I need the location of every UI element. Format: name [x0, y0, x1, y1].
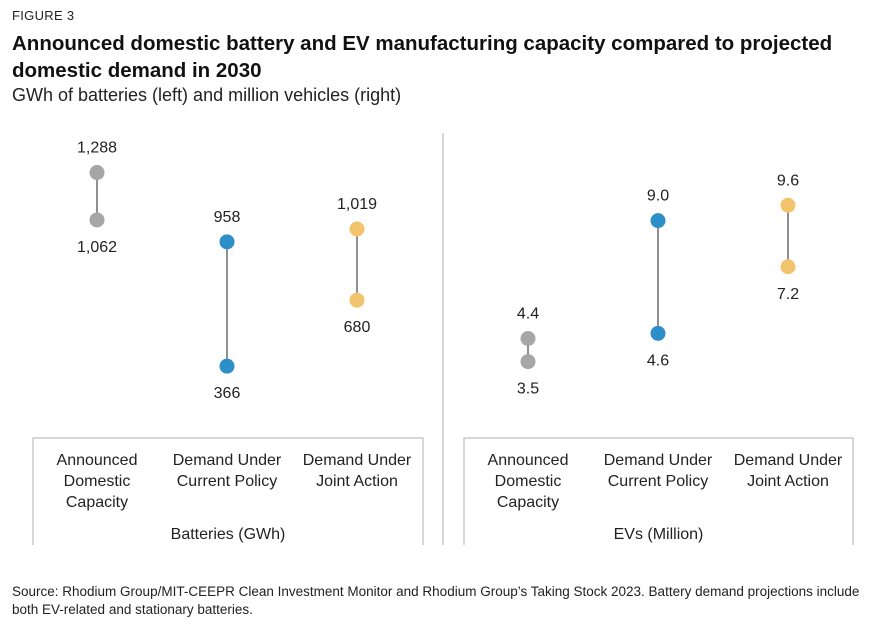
low-point [89, 212, 105, 228]
category-label: Announced [57, 452, 138, 469]
high-value-label: 9.6 [777, 172, 799, 189]
low-value-label: 1,062 [77, 239, 117, 256]
category-label: Joint Action [316, 473, 398, 490]
figure-label: FIGURE 3 [12, 8, 75, 23]
low-value-label: 7.2 [777, 286, 799, 303]
high-point [349, 221, 365, 237]
category-label: Demand Under [604, 452, 713, 469]
high-point [780, 197, 796, 213]
group-label: Batteries (GWh) [171, 526, 286, 543]
low-point [349, 292, 365, 308]
category-label: Demand Under [173, 452, 282, 469]
category-label: Capacity [497, 494, 559, 511]
source-note: Source: Rhodium Group/MIT-CEEPR Clean In… [12, 584, 860, 617]
low-value-label: 4.6 [647, 352, 669, 369]
category-label: Current Policy [608, 473, 708, 490]
category-label: Capacity [66, 494, 128, 511]
low-value-label: 366 [214, 385, 241, 402]
category-label: Domestic [495, 473, 562, 490]
category-label: Demand Under [734, 452, 843, 469]
low-point [219, 358, 235, 374]
high-value-label: 4.4 [517, 306, 539, 323]
category-label: Current Policy [177, 473, 277, 490]
dumbbell-chart: 1,288 1,062 Announced Domestic Capacity 958 36… [32, 133, 854, 545]
low-point [650, 325, 666, 341]
category-label: Demand Under [303, 452, 412, 469]
category-frame [463, 437, 854, 545]
category-label: Domestic [64, 473, 131, 490]
group-label: EVs (Million) [614, 526, 704, 543]
low-point [780, 259, 796, 275]
category-label: Announced [488, 452, 569, 469]
category-frame [32, 437, 424, 545]
high-value-label: 958 [214, 209, 241, 226]
high-value-label: 9.0 [647, 188, 669, 205]
low-point [520, 354, 536, 370]
category-label: Joint Action [747, 473, 829, 490]
high-value-label: 1,288 [77, 140, 117, 157]
high-point [520, 331, 536, 346]
high-point [650, 213, 666, 229]
chart-title: Announced domestic battery and EV manufa… [12, 32, 833, 82]
low-value-label: 680 [344, 319, 371, 336]
chart-subtitle: GWh of batteries (left) and million vehi… [12, 85, 402, 105]
high-value-label: 1,019 [337, 196, 377, 213]
high-point [89, 165, 105, 181]
high-point [219, 234, 235, 250]
low-value-label: 3.5 [517, 381, 539, 398]
